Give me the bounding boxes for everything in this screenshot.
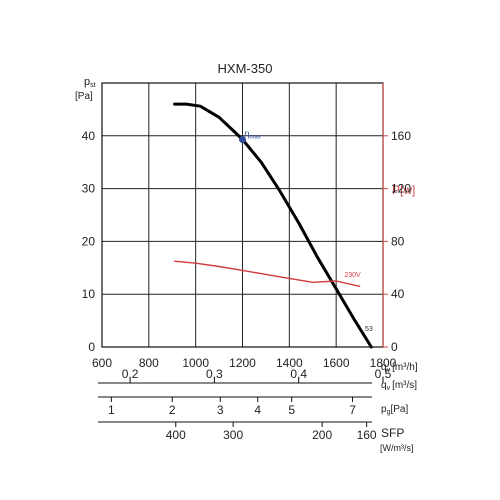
y-right-tick-label-4: 160	[391, 129, 411, 143]
point-label: 53	[365, 326, 373, 333]
eta-max-label: ηmax	[245, 128, 261, 140]
scale-2-label-0: 400	[166, 428, 186, 442]
y-left-tick-label-0: 0	[88, 340, 95, 354]
plot-frame	[101, 82, 384, 348]
voltage-label: 230V	[344, 272, 361, 279]
y-right-axis-label: P[w]	[392, 183, 415, 197]
y-left-subscript: st	[90, 82, 96, 89]
scale-1-label-1: 2	[169, 403, 176, 417]
y-left-tick-label-4: 40	[82, 129, 96, 143]
eta-max-marker	[239, 135, 246, 143]
scale-1-label-0: 1	[108, 403, 115, 417]
y-right-tick-label-1: 40	[391, 287, 405, 301]
x-tick-label-0: 600	[92, 356, 112, 370]
scale-1-label-3: 4	[254, 403, 261, 417]
x-tick-label-3: 1200	[229, 356, 256, 370]
scale-0-label-0: 0,2	[122, 367, 139, 381]
x-axis-subscript: v	[387, 367, 391, 374]
scale-0-label-2: 0,4	[290, 367, 307, 381]
scale-0-label-1: 0,3	[206, 367, 223, 381]
scale-0-label: qv [m³/s]	[381, 380, 417, 392]
scale-2-quantity: SFP	[381, 426, 404, 440]
y-left-tick-label-2: 20	[82, 234, 96, 248]
scale-1-label-4: 5	[288, 403, 295, 417]
annotations: ηmax 230V 53	[239, 128, 373, 333]
secondary-scales: 0,2 0,3 0,4 0,5 1 2 3 4 5 7 400 300 200 160 qv [m³/s] pg…	[98, 367, 417, 453]
scale-0-unit: [m³/s]	[392, 380, 417, 391]
y-right-tick-label-2: 80	[391, 234, 405, 248]
x-axis-quantity: q	[381, 362, 387, 373]
y-right-tick-label-0: 0	[391, 340, 398, 354]
scale-1-label: pg[Pa]	[381, 404, 408, 416]
y-left-axis-label: pst	[84, 76, 96, 89]
chart-title: HXM-350	[218, 61, 273, 76]
scale-0-subscript: v	[387, 385, 391, 392]
x-tick-label-6: 1800	[370, 356, 397, 370]
y-left-axis-unit: [Pa]	[75, 91, 93, 102]
x-tick-label-2: 1000	[182, 356, 209, 370]
power-curve	[173, 260, 361, 287]
y-left-tick-label-1: 10	[82, 287, 96, 301]
y-left-tick-label-3: 30	[82, 182, 96, 196]
y-left-quantity: p	[84, 76, 90, 88]
scale-0-label-3: 0,5	[375, 367, 392, 381]
scale-1-subscript: g	[387, 409, 391, 416]
scale-1-quantity: p	[381, 404, 387, 415]
scale-0-quantity: q	[381, 380, 387, 391]
x-tick-label-4: 1400	[276, 356, 303, 370]
x-axis-unit: [m³/h]	[392, 362, 418, 373]
grid	[102, 83, 383, 347]
x-tick-label-5: 1600	[323, 356, 350, 370]
y-right-tick-label-3: 120	[391, 182, 411, 196]
scale-2-label-2: 200	[312, 428, 332, 442]
x-axis-label: qv [m³/h]	[381, 362, 418, 374]
scale-1-unit: [Pa]	[390, 404, 408, 415]
scale-2-label-3: 160	[357, 428, 377, 442]
pressure-curve	[173, 102, 373, 349]
tick-labels: 0 10 20 30 40 0 40 80 120 160 600 800 1000 1200 1400 16…	[82, 129, 418, 374]
scale-2-label-1: 300	[223, 428, 243, 442]
eta-symbol: η	[245, 128, 250, 138]
scale-2-unit: [W/m³/s]	[380, 443, 414, 453]
eta-subscript: max	[250, 134, 261, 140]
scale-1-label-5: 7	[349, 403, 356, 417]
curves	[173, 102, 373, 349]
scale-1-label-2: 3	[217, 403, 224, 417]
x-tick-label-1: 800	[139, 356, 159, 370]
